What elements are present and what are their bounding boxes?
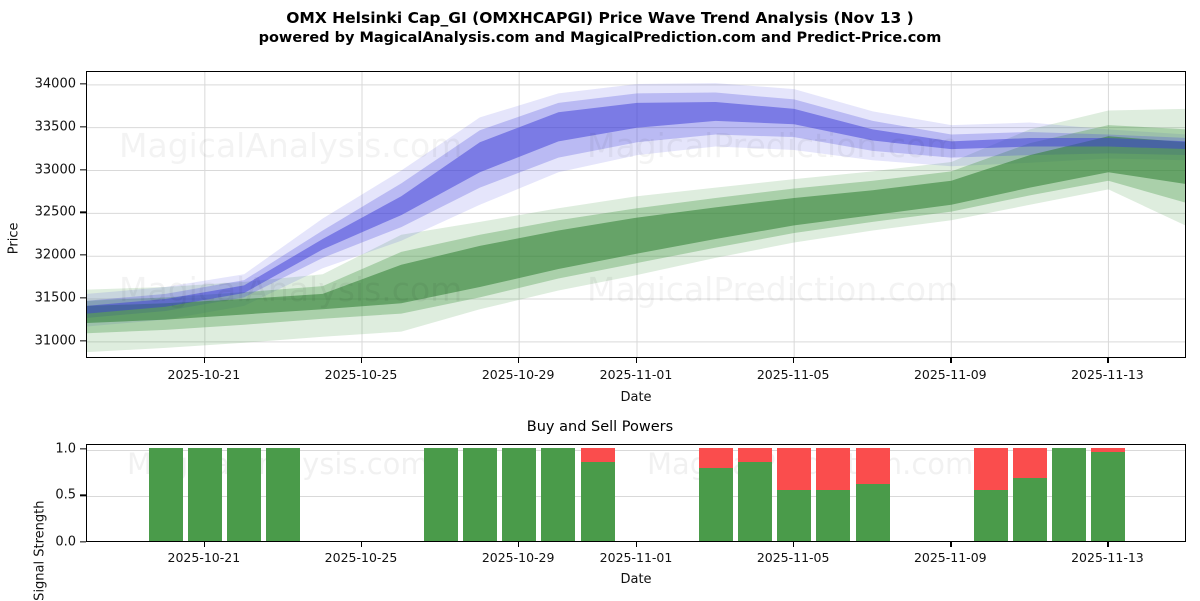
price-chart-x-tick-label: 2025-10-21 bbox=[167, 367, 241, 382]
bar-buy-power bbox=[777, 489, 812, 541]
price-chart-x-tick-mark bbox=[203, 358, 206, 363]
bar-buy-power bbox=[855, 484, 890, 541]
price-chart-y-tick-label: 31000 bbox=[34, 333, 76, 349]
bar-buy-power bbox=[1091, 452, 1126, 541]
bar-sell-power bbox=[855, 447, 890, 485]
price-wave-chart-plot-area: MagicalAnalysis.com MagicalPrediction.co… bbox=[86, 71, 1186, 358]
price-chart-x-tick-mark bbox=[636, 358, 638, 363]
buy-sell-powers-plot-area: MagicalAnalysis.com MagicalPrediction.co… bbox=[86, 444, 1186, 542]
bar-buy-power bbox=[266, 447, 301, 541]
price-chart-x-tick-label: 2025-11-13 bbox=[1071, 367, 1144, 382]
bar-chart-gridline bbox=[87, 496, 1185, 498]
bar-buy-power bbox=[462, 447, 497, 541]
bar-sell-power bbox=[973, 447, 1008, 490]
bar-sell-power bbox=[777, 447, 812, 490]
bar-sell-power bbox=[1012, 447, 1047, 479]
price-chart-x-tick-mark bbox=[1107, 358, 1109, 363]
bar-buy-power bbox=[580, 461, 615, 541]
bar-buy-power bbox=[737, 461, 772, 541]
bar-sell-power bbox=[698, 447, 733, 469]
price-chart-x-tick-mark bbox=[793, 358, 795, 363]
band-green-band-core bbox=[87, 136, 1185, 324]
bar-chart-x-tick-label: 2025-10-29 bbox=[481, 550, 555, 565]
bar-chart-x-tick-mark bbox=[1107, 542, 1109, 547]
price-chart-y-tick-mark bbox=[80, 340, 86, 342]
bar-chart-x-tick-label: 2025-11-01 bbox=[599, 550, 673, 565]
bar-sell-power bbox=[1091, 447, 1126, 453]
price-chart-x-tick-mark bbox=[518, 358, 520, 363]
price-chart-x-tick-label: 2025-11-05 bbox=[756, 367, 830, 382]
buy-sell-powers-title: Buy and Sell Powers bbox=[526, 419, 674, 435]
bar-chart-x-tick-mark bbox=[950, 542, 952, 547]
bar-chart-x-tick-label: 2025-11-05 bbox=[756, 550, 830, 565]
bar-chart-x-tick-mark bbox=[636, 542, 638, 547]
bar-buy-power bbox=[973, 489, 1008, 541]
bar-sell-power bbox=[737, 447, 772, 462]
bar-buy-power bbox=[502, 447, 537, 541]
page-subtitle: powered by MagicalAnalysis.com and Magic… bbox=[258, 30, 942, 46]
bar-sell-power bbox=[580, 447, 615, 462]
bar-chart-y-axis-title: Signal Strength bbox=[32, 500, 48, 601]
bar-chart-y-tick-mark bbox=[80, 494, 86, 496]
bar-chart-y-tick-mark bbox=[80, 448, 86, 450]
bar-chart-x-tick-label: 2025-10-21 bbox=[167, 550, 241, 565]
bar-chart-x-tick-mark bbox=[203, 542, 206, 547]
bar-chart-x-tick-mark bbox=[361, 542, 363, 547]
price-wave-bands bbox=[87, 72, 1185, 357]
bar-buy-power bbox=[541, 447, 576, 541]
price-chart-x-axis-title: Date bbox=[620, 390, 652, 405]
bar-chart-y-tick-label: 0.5 bbox=[55, 487, 76, 503]
price-chart-y-axis-title: Price bbox=[6, 222, 22, 255]
price-chart-x-tick-label: 2025-10-29 bbox=[481, 367, 555, 382]
bar-chart-gridline bbox=[87, 449, 1185, 451]
bar-sell-power bbox=[816, 447, 851, 490]
bar-buy-power bbox=[187, 447, 222, 541]
page-title: OMX Helsinki Cap_GI (OMXHCAPGI) Price Wa… bbox=[286, 9, 914, 27]
price-chart-y-tick-label: 33500 bbox=[34, 119, 76, 135]
price-chart-x-tick-label: 2025-10-25 bbox=[324, 367, 398, 382]
bar-chart-x-tick-label: 2025-11-09 bbox=[913, 550, 987, 565]
price-chart-y-tick-mark bbox=[80, 211, 86, 213]
bar-chart-x-axis-title: Date bbox=[620, 572, 652, 587]
price-chart-y-tick-label: 31500 bbox=[34, 290, 76, 306]
bar-chart-y-tick-mark bbox=[80, 541, 86, 543]
bar-buy-power bbox=[423, 447, 458, 541]
price-chart-x-tick-label: 2025-11-09 bbox=[913, 367, 987, 382]
title-block: OMX Helsinki Cap_GI (OMXHCAPGI) Price Wa… bbox=[0, 8, 1200, 48]
bar-buy-power bbox=[816, 489, 851, 541]
price-chart-y-tick-label: 32500 bbox=[34, 204, 76, 220]
bar-buy-power bbox=[698, 468, 733, 541]
band-blue-band-mid bbox=[87, 92, 1185, 318]
price-chart-y-tick-mark bbox=[80, 83, 86, 85]
bar-chart-x-tick-mark bbox=[518, 542, 520, 547]
bar-buy-power bbox=[1012, 478, 1047, 541]
price-chart-y-tick-label: 34000 bbox=[34, 76, 76, 92]
price-chart-y-tick-mark bbox=[80, 297, 86, 299]
bar-chart-x-tick-label: 2025-10-25 bbox=[324, 550, 398, 565]
price-chart-y-tick-mark bbox=[80, 254, 86, 256]
price-chart-y-tick-mark bbox=[80, 168, 86, 171]
price-chart-y-tick-label: 32000 bbox=[34, 247, 76, 263]
bar-buy-power bbox=[1052, 447, 1087, 541]
bar-buy-power bbox=[227, 447, 262, 541]
bar-chart-y-tick-label: 0.0 bbox=[55, 534, 76, 550]
price-chart-x-tick-mark bbox=[361, 358, 363, 363]
bar-chart-x-tick-mark bbox=[793, 542, 795, 547]
price-chart-y-tick-label: 33000 bbox=[34, 162, 76, 178]
price-chart-x-tick-mark bbox=[950, 358, 952, 363]
price-chart-y-tick-mark bbox=[80, 126, 86, 128]
bar-buy-power bbox=[148, 447, 183, 541]
price-chart-x-tick-label: 2025-11-01 bbox=[599, 367, 673, 382]
bar-chart-y-tick-label: 1.0 bbox=[55, 441, 76, 457]
bar-chart-x-tick-label: 2025-11-13 bbox=[1071, 550, 1144, 565]
